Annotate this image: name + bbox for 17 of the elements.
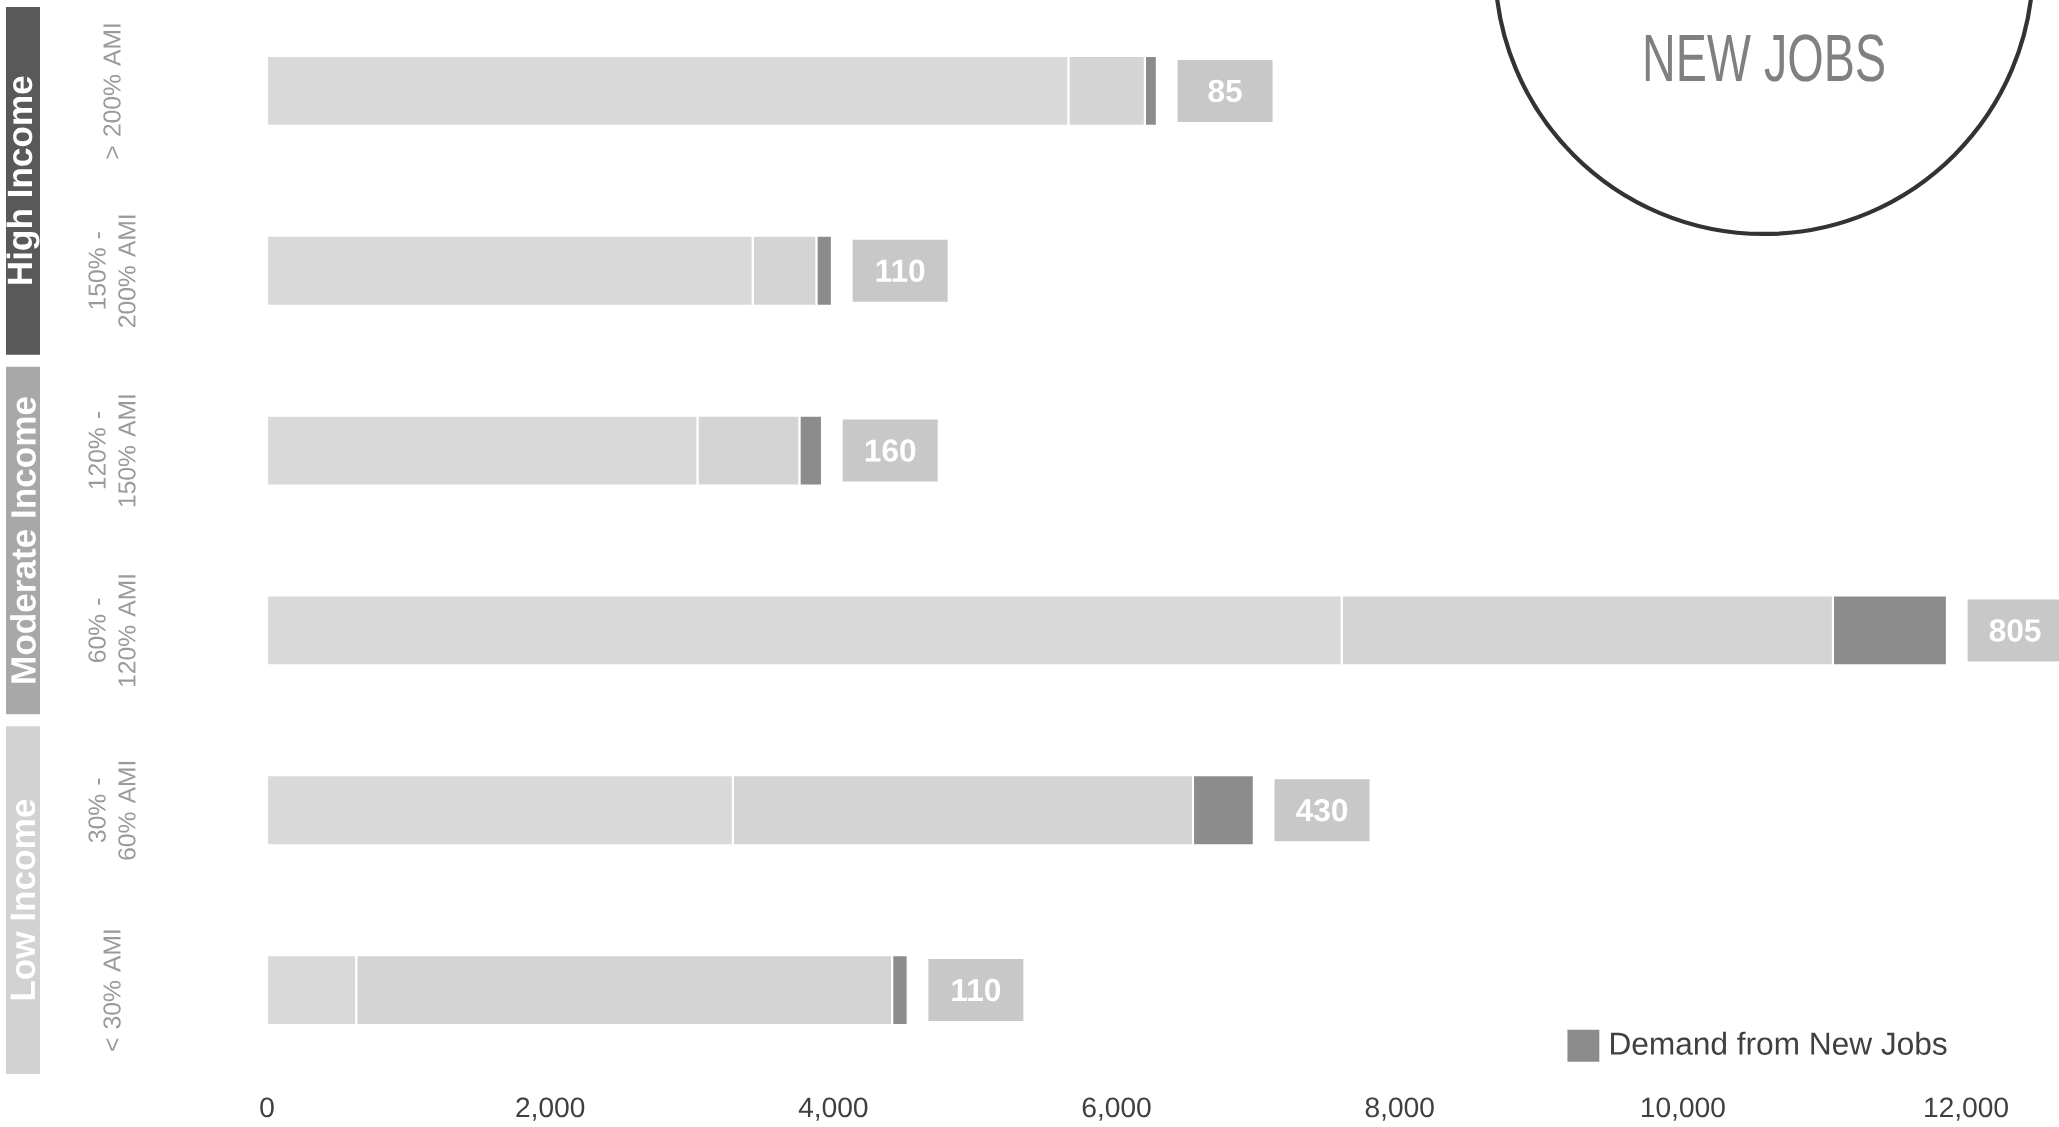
x-tick-label: 4,000	[798, 1097, 868, 1121]
y-tick-label: 30% - 60% AMI	[88, 761, 136, 860]
x-tick-label: 8,000	[1365, 1097, 1434, 1121]
y-tick-label: 150% - 200% AMI	[88, 215, 136, 327]
y-tick-label: 60% - 120% AMI	[88, 575, 136, 686]
x-tick-label: 6,000	[1082, 1097, 1151, 1121]
x-tick-label: 0	[260, 1097, 274, 1118]
x-tick-label: 10,000	[1642, 1097, 1725, 1121]
legend-label: Demand from New Jobs	[1611, 1031, 1947, 1055]
text: High Income	[6, 76, 40, 284]
text: Moderate Income	[10, 397, 36, 683]
y-tick-label: < 30% AMI	[103, 930, 121, 1051]
y-tick-label: 120% - 150% AMI	[88, 395, 136, 507]
x-tick-label: 2,000	[516, 1097, 585, 1121]
annotation: NEW JOBS	[1645, 34, 1884, 82]
y-tick-label: > 200% AMI	[103, 24, 121, 159]
x-tick-label: 12,000	[1925, 1097, 2008, 1121]
